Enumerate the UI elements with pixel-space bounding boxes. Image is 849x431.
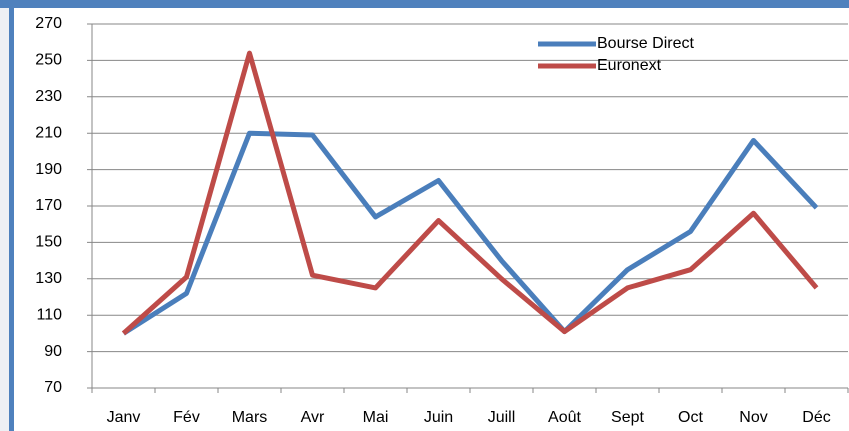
x-tick-label: Sept — [611, 409, 644, 426]
y-tick-label: 190 — [35, 161, 62, 178]
y-tick-label: 70 — [44, 379, 62, 396]
y-tick-label: 150 — [35, 234, 62, 251]
x-tick-label: Mai — [363, 409, 389, 426]
x-tick-label: Oct — [678, 409, 703, 426]
frame-left — [9, 0, 14, 431]
y-tick-label: 250 — [35, 52, 62, 69]
y-tick-label: 210 — [35, 124, 62, 141]
legend-label: Bourse Direct — [597, 35, 694, 52]
x-tick-label: Avr — [301, 409, 325, 426]
legend-label: Euronext — [597, 57, 662, 74]
x-tick-label: Déc — [802, 409, 830, 426]
x-tick-label: Janv — [107, 409, 141, 426]
x-tick-label: Nov — [739, 409, 767, 426]
x-tick-label: Fév — [173, 409, 200, 426]
x-tick-label: Mars — [232, 409, 268, 426]
y-tick-label: 230 — [35, 88, 62, 105]
line-series — [122, 130, 819, 336]
x-tick-label: Août — [548, 409, 581, 426]
frame-top — [0, 0, 849, 8]
line-series — [121, 50, 819, 336]
chart-area — [14, 8, 849, 431]
x-tick-label: Juill — [488, 409, 516, 426]
x-tick-label: Juin — [424, 409, 453, 426]
y-tick-label: 270 — [35, 15, 62, 32]
y-tick-label: 110 — [36, 306, 62, 323]
y-tick-label: 90 — [44, 343, 62, 360]
y-tick-label: 130 — [35, 270, 62, 287]
y-tick-label: 170 — [35, 197, 62, 214]
